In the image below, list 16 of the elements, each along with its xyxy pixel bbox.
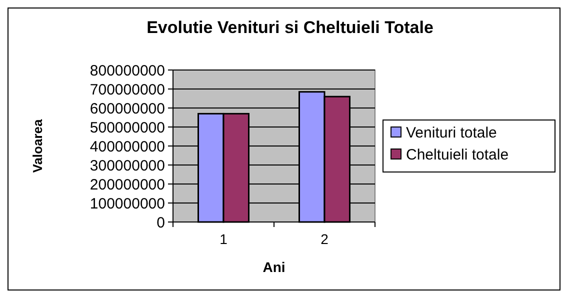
y-tick-label: 700000000 [90,81,165,98]
x-tick-label: 1 [220,231,228,247]
y-tick-label: 500000000 [90,119,165,136]
y-tick-label: 0 [156,214,165,232]
x-tick-label: 2 [320,231,329,247]
y-tick-label: 400000000 [90,138,165,156]
y-tick-label: 200000000 [90,176,165,194]
y-tick-label: 600000000 [90,100,165,118]
y-axis-title: Valoarea [30,118,45,173]
x-axis-title: Ani [262,259,286,275]
chart-title: Evolutie Venituri si Cheltuieli Totale [146,18,434,37]
y-tick-label: 800000000 [90,62,165,80]
legend-label: Cheltuieli totale [406,146,509,164]
y-tick-label: 100000000 [90,195,165,212]
y-tick-label: 300000000 [90,157,165,174]
legend-label: Venituri totale [406,124,497,142]
